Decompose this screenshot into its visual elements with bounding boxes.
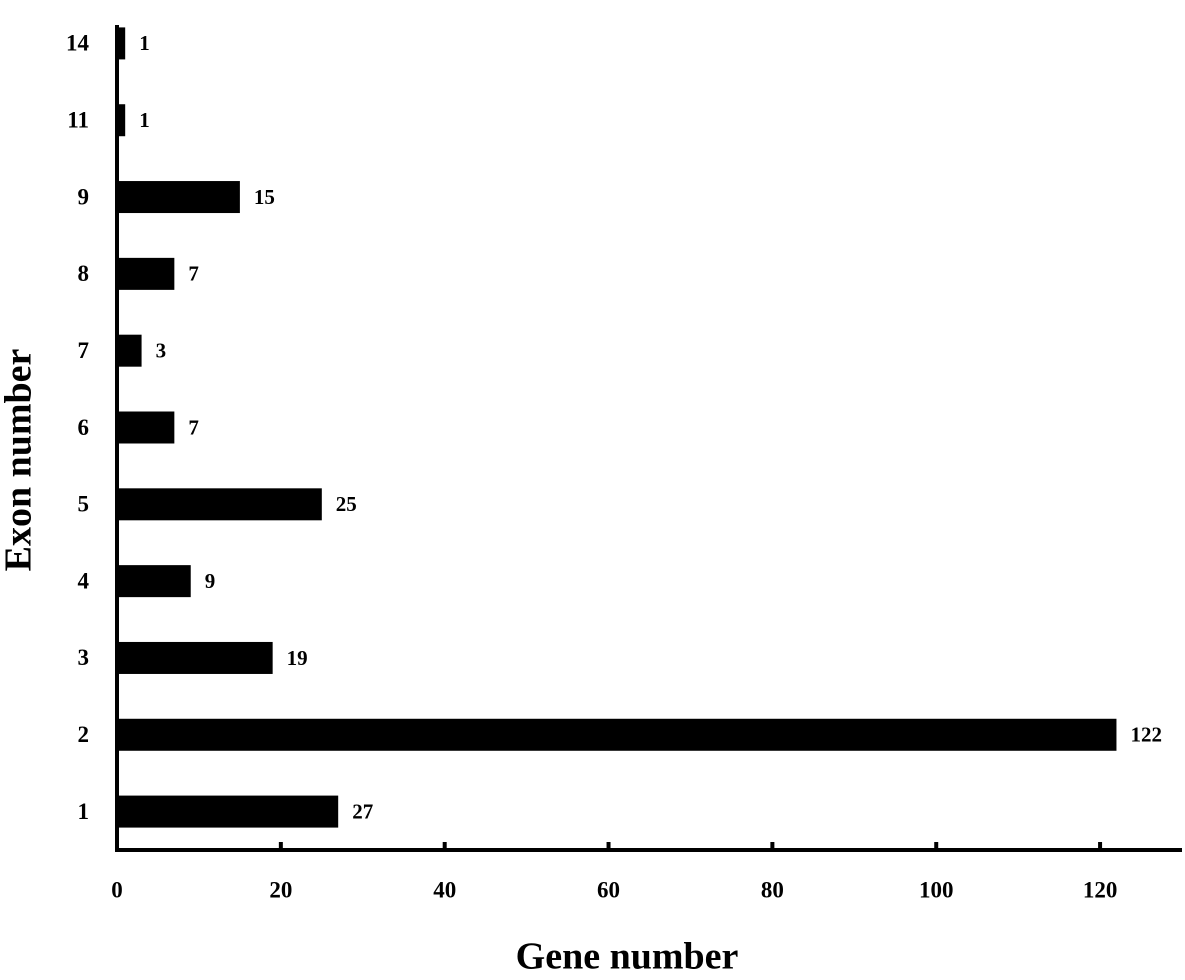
bar [117,27,126,60]
x-tick-label: 20 [269,877,292,902]
y-tick-label: 4 [78,568,90,593]
value-label: 1 [139,108,150,132]
y-tick-label: 14 [66,31,90,56]
value-label: 25 [336,492,357,516]
x-tick-label: 100 [919,877,954,902]
value-label: 7 [188,262,199,286]
y-tick-label: 11 [67,108,89,133]
bar [117,257,175,290]
bar [117,488,322,521]
y-tick-label: 9 [78,184,90,209]
y-tick-label: 6 [78,415,90,440]
value-label: 7 [188,415,199,439]
bar [117,181,240,214]
y-tick-label: 7 [78,338,90,363]
bar [117,641,273,674]
y-axis-title: Exon number [0,348,40,571]
y-tick-label: 8 [78,261,90,286]
x-axis-title: Gene number [516,936,739,978]
value-label: 19 [287,646,308,670]
value-label: 27 [352,799,373,823]
x-tick-label: 0 [111,877,123,902]
bar [117,411,175,444]
value-label: 15 [254,185,275,209]
y-tick-label: 1 [78,799,90,824]
value-label: 3 [156,338,167,362]
bar [117,718,1117,751]
value-label: 1 [139,31,150,55]
y-tick-label: 2 [78,722,90,747]
value-label: 9 [205,569,216,593]
x-tick-label: 120 [1083,877,1118,902]
value-label: 122 [1130,723,1162,747]
bar [117,104,126,137]
x-tick-label: 40 [433,877,456,902]
y-tick-label: 5 [78,492,90,517]
bar [117,565,191,598]
bar [117,334,142,367]
x-tick-label: 80 [761,877,784,902]
x-tick-label: 60 [597,877,620,902]
bar [117,795,339,828]
y-tick-label: 3 [78,645,90,670]
